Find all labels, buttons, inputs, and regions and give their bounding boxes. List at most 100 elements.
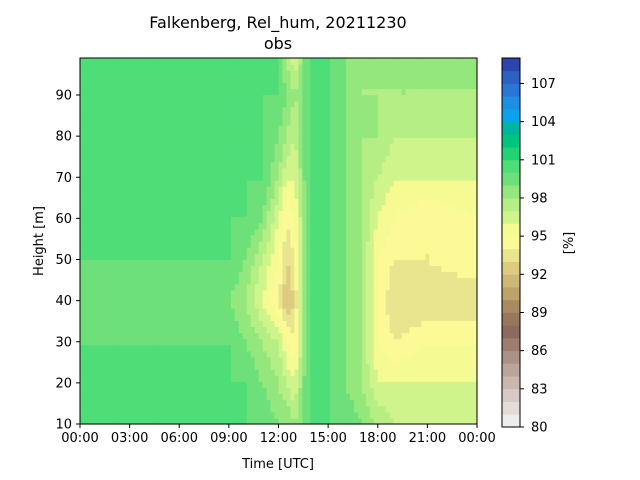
field-cell	[258, 265, 264, 273]
field-cell	[87, 271, 93, 279]
field-cell	[127, 393, 133, 401]
field-cell	[87, 112, 93, 120]
field-cell	[234, 70, 240, 77]
field-cell	[80, 192, 85, 199]
field-cell	[211, 283, 216, 291]
field-cell	[143, 320, 149, 327]
field-cell	[155, 173, 160, 181]
field-cell	[91, 411, 97, 419]
field-cell	[222, 363, 228, 370]
field-cell	[155, 338, 160, 346]
field-cell	[246, 76, 252, 83]
field-cell	[326, 387, 331, 395]
field-cell	[377, 143, 383, 151]
field-cell	[131, 417, 137, 425]
field-cell	[282, 375, 288, 382]
field-cell	[318, 259, 323, 266]
field-cell	[214, 332, 220, 340]
field-cell	[83, 326, 89, 334]
field-cell	[119, 259, 125, 266]
field-cell	[87, 387, 93, 395]
field-cell	[183, 381, 188, 388]
field-cell	[83, 210, 89, 218]
field-cell	[290, 119, 295, 126]
field-cell	[218, 58, 224, 65]
field-cell	[314, 94, 319, 102]
field-cell	[163, 295, 168, 303]
field-cell	[95, 210, 101, 218]
field-cell	[306, 143, 311, 151]
field-cell	[230, 344, 236, 352]
field-cell	[397, 265, 403, 273]
field-cell	[318, 106, 323, 114]
field-cell	[310, 417, 315, 425]
field-cell	[179, 387, 184, 395]
field-cell	[135, 173, 141, 181]
field-cell	[286, 106, 292, 114]
field-cell	[377, 411, 383, 419]
field-cell	[246, 173, 252, 181]
field-cell	[286, 70, 292, 77]
field-cell	[95, 198, 101, 205]
field-cell	[369, 363, 375, 370]
field-cell	[167, 131, 172, 138]
field-cell	[306, 387, 311, 395]
field-cell	[139, 302, 145, 309]
field-cell	[211, 180, 216, 187]
field-cell	[318, 308, 323, 315]
field-cell	[353, 112, 359, 120]
field-cell	[211, 167, 216, 175]
field-cell	[338, 234, 343, 242]
field-cell	[274, 405, 280, 413]
field-cell	[111, 295, 117, 303]
field-cell	[175, 82, 180, 90]
field-cell	[159, 375, 164, 382]
field-cell	[318, 76, 323, 83]
field-cell	[282, 125, 288, 132]
field-cell	[302, 210, 307, 218]
field-cell	[389, 100, 395, 108]
field-cell	[222, 198, 228, 205]
field-cell	[187, 88, 192, 96]
field-cell	[135, 70, 141, 77]
field-cell	[115, 143, 121, 151]
field-cell	[230, 180, 236, 187]
field-cell	[107, 241, 113, 248]
field-cell	[111, 119, 117, 126]
field-cell	[278, 253, 284, 260]
field-cell	[242, 265, 248, 273]
field-cell	[226, 70, 232, 77]
field-cell	[242, 314, 248, 321]
field-cell	[195, 112, 200, 120]
field-cell	[151, 271, 157, 279]
field-cell	[171, 405, 176, 413]
field-cell	[349, 149, 355, 157]
field-cell	[389, 64, 395, 71]
field-cell	[242, 88, 248, 96]
field-cell	[238, 234, 244, 242]
field-cell	[397, 308, 403, 315]
field-cell	[381, 143, 387, 151]
field-cell	[99, 302, 105, 309]
field-cell	[250, 112, 256, 120]
field-cell	[397, 76, 403, 83]
field-cell	[330, 204, 335, 212]
field-cell	[345, 399, 351, 407]
field-cell	[326, 405, 331, 413]
field-cell	[80, 381, 85, 388]
field-cell	[87, 399, 93, 407]
field-cell	[238, 350, 244, 358]
field-cell	[334, 265, 339, 273]
field-cell	[389, 247, 395, 254]
field-cell	[222, 131, 228, 138]
field-cell	[187, 119, 192, 126]
field-cell	[234, 271, 240, 279]
field-cell	[115, 137, 121, 144]
field-cell	[159, 381, 164, 388]
field-cell	[159, 241, 164, 248]
field-cell	[159, 198, 164, 205]
field-cell	[191, 271, 196, 279]
field-cell	[218, 192, 224, 199]
field-cell	[334, 180, 339, 187]
field-cell	[143, 314, 149, 321]
